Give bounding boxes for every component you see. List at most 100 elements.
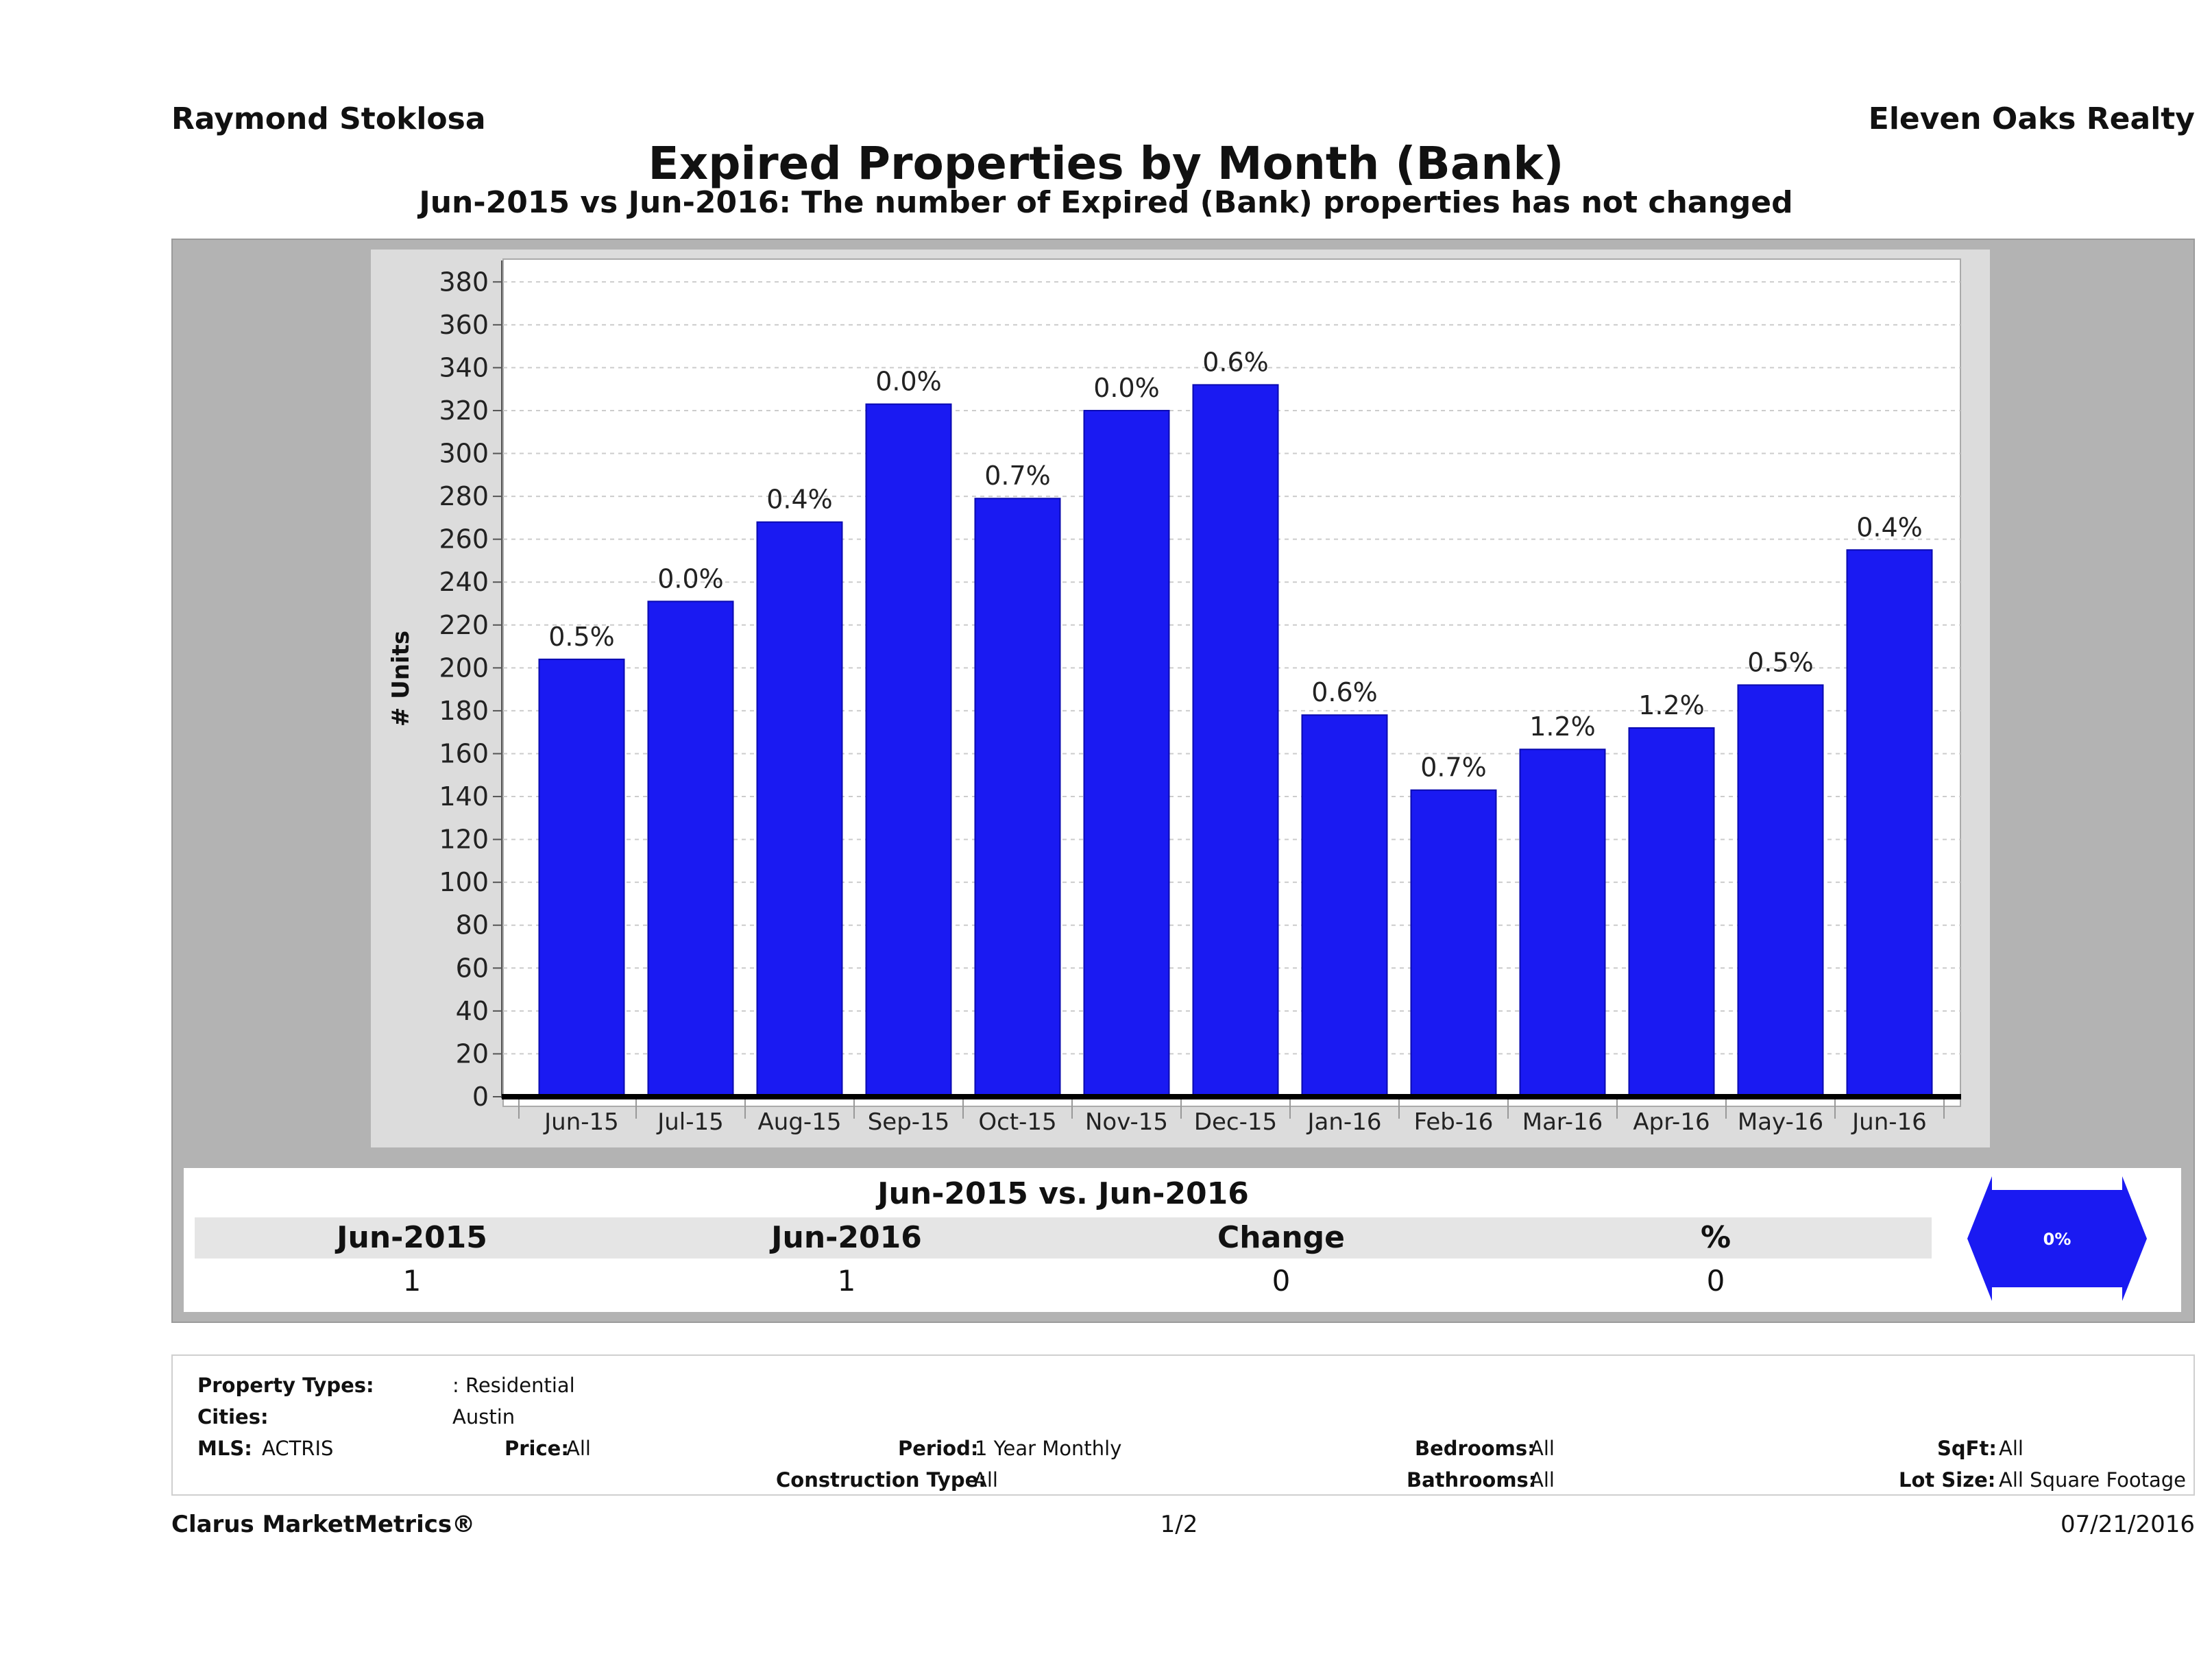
summary-header-row: Jun-2015 Jun-2016 Change % [195, 1217, 1932, 1258]
price-label: Price: [505, 1437, 569, 1460]
x-tick-label: Feb-16 [1414, 1108, 1494, 1136]
bedrooms-label: Bedrooms: [1415, 1437, 1535, 1460]
col-jun-2016: Jun-2016 [771, 1220, 922, 1255]
data-label: 0.6% [1311, 677, 1378, 707]
footer-date: 07/21/2016 [2061, 1511, 2195, 1538]
bar-chart: 0 20 40 60 80 100 120 140 160 180 200 220 240 260 280 3… [387, 258, 1961, 1136]
data-label: 1.2% [1638, 690, 1705, 720]
data-label: 0.7% [984, 461, 1051, 491]
y-tick-label: 340 [439, 352, 489, 382]
bar-nov-15 [1083, 409, 1170, 1097]
y-tick-label: 160 [439, 738, 489, 768]
bar-feb-16 [1410, 789, 1497, 1098]
x-tick-label: Jun-16 [1851, 1108, 1927, 1136]
y-tick-label: 180 [439, 696, 489, 726]
cities-value: Austin [452, 1405, 515, 1428]
sqft-value: All [1999, 1437, 2023, 1460]
x-tick-label: Mar-16 [1522, 1108, 1603, 1136]
col-jun-2015: Jun-2015 [337, 1220, 487, 1255]
mls-value: ACTRIS [262, 1437, 334, 1460]
y-axis-label: # Units [387, 631, 415, 727]
bars [538, 384, 1933, 1098]
data-label: 0.4% [1856, 512, 1923, 542]
bar-dec-15 [1192, 384, 1279, 1097]
bar-oct-15 [974, 498, 1061, 1097]
bar-jul-15 [647, 600, 734, 1097]
mls-label: MLS: [197, 1437, 252, 1460]
x-axis-ticks: Jun-15 Jul-15 Aug-15 Sep-15 Oct-15 Nov-15 Dec-… [518, 1097, 1945, 1136]
y-tick-label: 20 [456, 1038, 489, 1069]
x-tick-label: May-16 [1738, 1108, 1823, 1136]
bar-mar-16 [1519, 749, 1606, 1097]
data-label: 0.5% [1747, 647, 1814, 677]
property-types-label: Property Types: [197, 1374, 374, 1397]
footer-page: 1/2 [1160, 1511, 1198, 1538]
summary-table: Jun-2015 vs. Jun-2016 Jun-2015 Jun-2016 … [184, 1168, 2181, 1312]
bar-sep-15 [865, 403, 952, 1098]
price-value: All [566, 1437, 591, 1460]
x-tick-label: Dec-15 [1194, 1108, 1277, 1136]
x-tick-label: Jul-15 [656, 1108, 724, 1136]
data-label: 0.0% [875, 367, 942, 397]
footer-brand: Clarus MarketMetrics® [171, 1511, 476, 1538]
cities-label: Cities: [197, 1405, 269, 1428]
summary-value-row: 1 1 0 0 [195, 1261, 1932, 1301]
y-tick-label: 260 [439, 524, 489, 555]
arrow-shape [1967, 1176, 2147, 1301]
y-axis-ticks: 0 20 40 60 80 100 120 140 160 180 200 220 240 260 280 3… [439, 267, 502, 1112]
x-tick-label: Nov-15 [1085, 1108, 1168, 1136]
y-tick-label: 220 [439, 610, 489, 640]
company-name: Eleven Oaks Realty [1868, 101, 2195, 136]
y-tick-label: 320 [439, 396, 489, 426]
bathrooms-label: Bathrooms: [1407, 1468, 1537, 1492]
y-tick-label: 200 [439, 653, 489, 683]
data-label: 0.0% [657, 563, 724, 594]
double-arrow-icon: 0% [1967, 1176, 2147, 1301]
y-tick-label: 60 [456, 953, 489, 983]
period-label: Period: [898, 1437, 979, 1460]
data-label: 0.0% [1093, 373, 1160, 403]
change-indicator: 0% [1965, 1174, 2150, 1304]
x-tick-label: Jan-16 [1306, 1108, 1382, 1136]
bedrooms-value: All [1530, 1437, 1555, 1460]
indicator-label: 0% [2043, 1230, 2071, 1249]
y-tick-label: 300 [439, 439, 489, 469]
x-tick-label: Jun-15 [543, 1108, 619, 1136]
col-change: Change [1217, 1220, 1345, 1255]
value-percent: 0 [1706, 1264, 1725, 1298]
y-tick-label: 80 [456, 910, 489, 940]
value-change: 0 [1272, 1264, 1291, 1298]
x-tick-label: Oct-15 [978, 1108, 1056, 1136]
summary-heading: Jun-2015 vs. Jun-2016 [195, 1174, 1932, 1215]
bar-aug-15 [756, 521, 843, 1097]
y-tick-label: 140 [439, 781, 489, 812]
data-label: 0.4% [766, 485, 833, 515]
y-tick-label: 0 [472, 1082, 489, 1112]
x-tick-label: Sep-15 [868, 1108, 950, 1136]
bar-apr-16 [1628, 727, 1715, 1097]
lot-size-label: Lot Size: [1899, 1468, 1996, 1492]
y-tick-label: 240 [439, 567, 489, 597]
property-types-value: : Residential [452, 1374, 575, 1397]
x-tick-label: Apr-16 [1633, 1108, 1710, 1136]
search-criteria: Property Types: : Residential Cities: Au… [171, 1354, 2195, 1496]
data-label: 0.5% [548, 622, 615, 652]
bar-jan-16 [1301, 714, 1388, 1097]
y-tick-label: 380 [439, 267, 489, 297]
col-percent: % [1700, 1220, 1731, 1255]
data-label: 0.6% [1202, 347, 1269, 377]
y-tick-label: 280 [439, 481, 489, 511]
chart-title: Expired Properties by Month (Bank) [648, 137, 1564, 190]
bar-jun-16 [1846, 549, 1933, 1097]
chart-frame: 0 20 40 60 80 100 120 140 160 180 200 220 240 260 280 3… [371, 250, 1990, 1147]
value-jun-2016: 1 [837, 1264, 856, 1298]
agent-name: Raymond Stoklosa [171, 101, 486, 136]
construction-value: All [973, 1468, 998, 1492]
y-tick-label: 120 [439, 825, 489, 855]
construction-label: Construction Type: [776, 1468, 986, 1492]
sqft-label: SqFt: [1937, 1437, 1997, 1460]
x-tick-label: Aug-15 [758, 1108, 842, 1136]
bar-jun-15 [538, 658, 625, 1097]
value-jun-2015: 1 [402, 1264, 422, 1298]
bar-may-16 [1737, 684, 1824, 1097]
